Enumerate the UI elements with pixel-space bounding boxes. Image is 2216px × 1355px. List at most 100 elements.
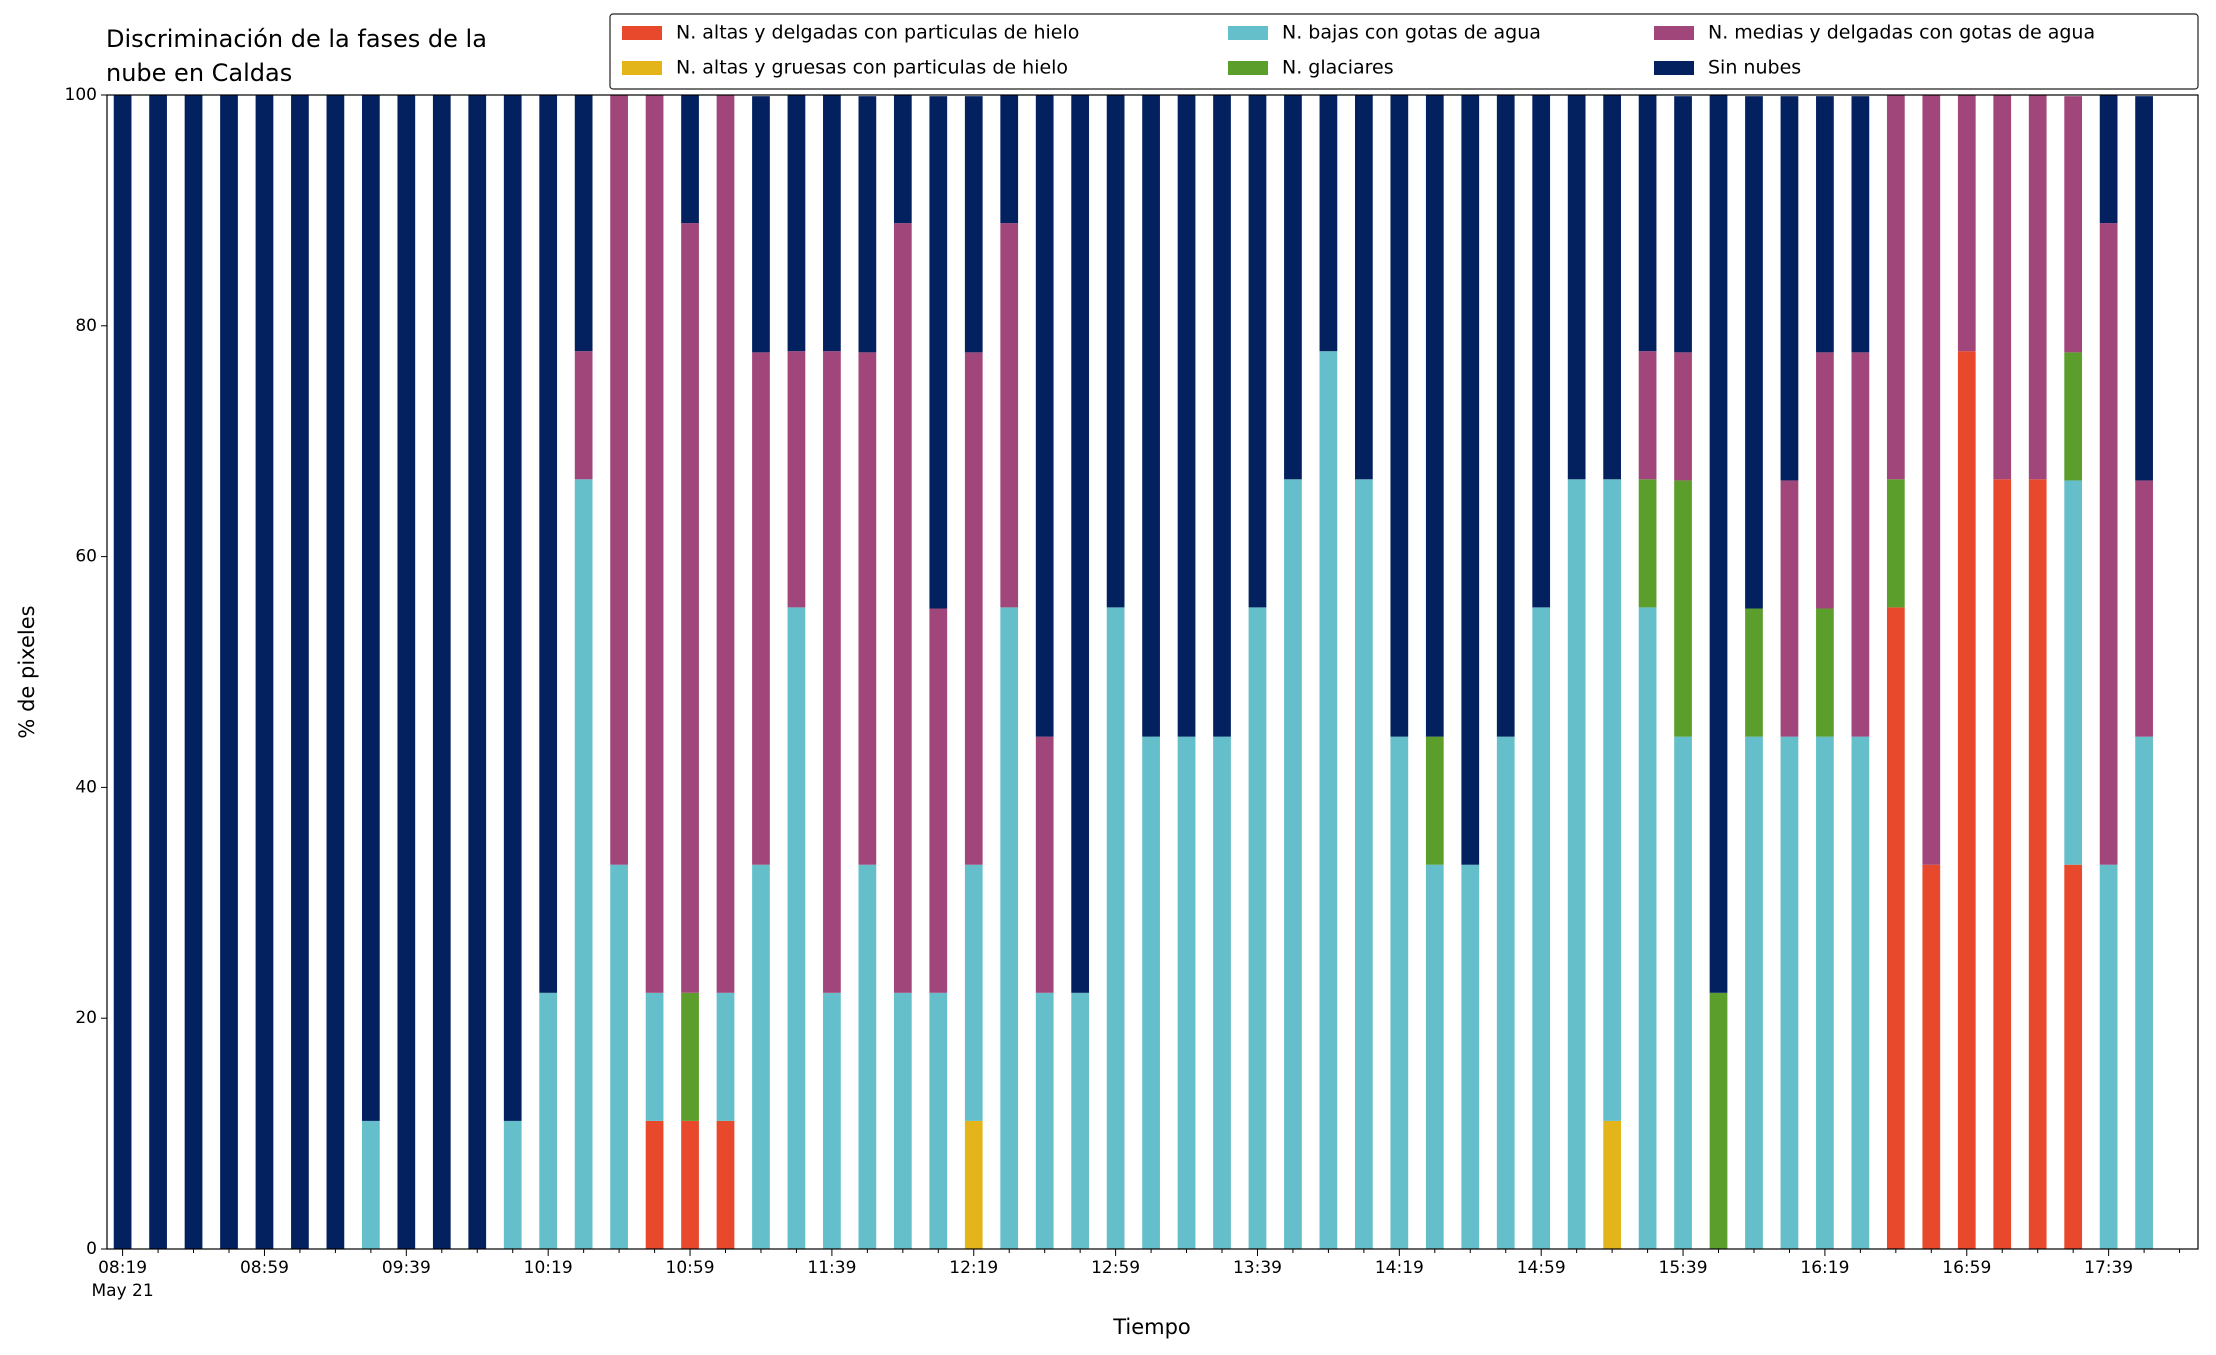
bar-segment bbox=[1674, 736, 1692, 1249]
bar-segment bbox=[1816, 96, 1834, 353]
bar-segment bbox=[964, 96, 983, 353]
bar-segment bbox=[2135, 480, 2153, 737]
bar-segment bbox=[681, 992, 699, 1121]
bar-segment bbox=[893, 223, 912, 993]
chart-title: nube en Caldas bbox=[106, 59, 292, 87]
bar-segment bbox=[1248, 607, 1267, 1249]
bar-segment bbox=[574, 351, 593, 480]
bar-segment bbox=[574, 95, 593, 352]
bar-segment bbox=[1355, 479, 1373, 1250]
bar-segment bbox=[1035, 95, 1054, 737]
bar-segment bbox=[1638, 95, 1657, 352]
x-tick-label: 10:59 bbox=[666, 1258, 715, 1278]
bar-segment bbox=[681, 95, 699, 224]
bar-segment bbox=[1177, 95, 1196, 737]
bar-segment bbox=[2064, 864, 2083, 1249]
bar-segment bbox=[1035, 992, 1054, 1249]
y-tick-label: 100 bbox=[65, 85, 97, 105]
bar-segment bbox=[1142, 736, 1160, 1249]
y-tick-label: 0 bbox=[86, 1239, 97, 1259]
bar-segment bbox=[858, 352, 877, 865]
bar-segment bbox=[2135, 96, 2153, 481]
bar-segment bbox=[1355, 95, 1373, 480]
bar-segment bbox=[1425, 864, 1444, 1249]
bar-segment bbox=[326, 95, 345, 1249]
bar-segment bbox=[1213, 95, 1231, 737]
bar-segment bbox=[1745, 96, 1763, 609]
bar-segment bbox=[610, 95, 628, 865]
bar-segment bbox=[2064, 352, 2083, 481]
legend-label: N. glaciares bbox=[1282, 57, 1394, 79]
bar-segment bbox=[964, 1120, 983, 1249]
bar-segment bbox=[893, 95, 912, 224]
bar-segment bbox=[1532, 95, 1551, 608]
bar-segment bbox=[1390, 736, 1409, 1249]
bar-segment bbox=[1496, 736, 1515, 1249]
y-axis-label: % de pixeles bbox=[15, 605, 39, 738]
bar-segment bbox=[468, 95, 487, 1249]
bar-segment bbox=[1319, 351, 1338, 1249]
bar-segment bbox=[787, 95, 806, 352]
legend-label: N. medias y delgadas con gotas de agua bbox=[1708, 22, 2095, 44]
bar-segment bbox=[1071, 992, 1090, 1249]
bar-segment bbox=[1603, 1120, 1621, 1249]
bar-segment bbox=[1709, 992, 1728, 1249]
x-date-label: May 21 bbox=[92, 1281, 154, 1301]
bar-segment bbox=[149, 95, 167, 1249]
x-tick-label: 16:19 bbox=[1800, 1258, 1849, 1278]
bar-segment bbox=[1532, 607, 1551, 1249]
y-tick-label: 40 bbox=[75, 777, 97, 797]
x-tick-label: 13:39 bbox=[1233, 1258, 1282, 1278]
bar-segment bbox=[1851, 352, 1870, 737]
bar-segment bbox=[113, 95, 132, 1249]
legend-swatch bbox=[1654, 61, 1694, 75]
bar-segment bbox=[681, 223, 699, 993]
bar-segment bbox=[1603, 95, 1621, 480]
bar-segment bbox=[1993, 95, 2012, 480]
bar-segment bbox=[1674, 96, 1692, 353]
legend-swatch bbox=[1228, 61, 1268, 75]
bar-segment bbox=[752, 96, 770, 353]
bar-segment bbox=[1567, 479, 1586, 1250]
bar-segment bbox=[1461, 864, 1480, 1249]
bar-segment bbox=[716, 1120, 735, 1249]
legend-swatch bbox=[1654, 26, 1694, 40]
bar-segment bbox=[1106, 607, 1125, 1249]
bar-segment bbox=[716, 95, 735, 993]
bar-segment bbox=[184, 95, 203, 1249]
bar-segment bbox=[1816, 352, 1834, 609]
bar-segment bbox=[1709, 95, 1728, 993]
bar-segment bbox=[823, 95, 841, 352]
legend-swatch bbox=[622, 61, 662, 75]
legend-label: Sin nubes bbox=[1708, 57, 1801, 79]
bar-segment bbox=[539, 992, 558, 1249]
bar-segment bbox=[1638, 607, 1657, 1249]
bar-segment bbox=[503, 1120, 522, 1249]
bar-segment bbox=[397, 95, 416, 1249]
bar-segment bbox=[1284, 479, 1302, 1250]
plot-frame bbox=[106, 94, 2199, 1250]
bar-segment bbox=[1745, 608, 1763, 737]
bar-segment bbox=[2099, 95, 2118, 224]
bar-segment bbox=[2099, 223, 2118, 865]
bar-segment bbox=[1425, 95, 1444, 737]
bar-segment bbox=[1851, 736, 1870, 1249]
bar-segment bbox=[220, 95, 238, 1249]
bar-segment bbox=[255, 95, 274, 1249]
bar-segment bbox=[681, 1120, 699, 1249]
bar-segment bbox=[2064, 96, 2083, 353]
bar-segment bbox=[645, 95, 664, 993]
x-tick-label: 14:59 bbox=[1517, 1258, 1566, 1278]
bar-segment bbox=[823, 992, 841, 1249]
bar-segment bbox=[929, 608, 948, 993]
bar-segment bbox=[1957, 95, 1976, 352]
bar-segment bbox=[929, 96, 948, 609]
x-tick-label: 08:59 bbox=[240, 1258, 289, 1278]
x-tick-label: 17:39 bbox=[2084, 1258, 2133, 1278]
bar-segment bbox=[858, 96, 877, 353]
bar-segment bbox=[1461, 95, 1480, 865]
bar-segment bbox=[574, 479, 593, 1250]
bar-segment bbox=[1816, 608, 1834, 737]
bar-segment bbox=[1957, 351, 1976, 1249]
bar-segment bbox=[1213, 736, 1231, 1249]
